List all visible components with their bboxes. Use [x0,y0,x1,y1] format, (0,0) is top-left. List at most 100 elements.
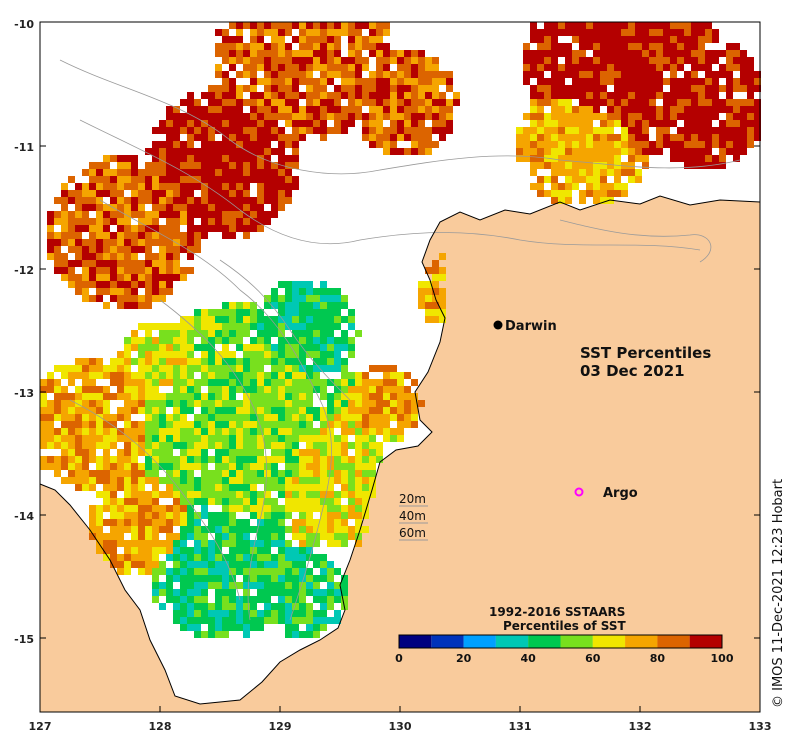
sst-pixel [201,456,208,463]
sst-pixel [180,379,187,386]
sst-pixel [257,372,264,379]
sst-pixel [208,386,215,393]
sst-pixel [292,36,299,43]
sst-pixel [131,561,138,568]
sst-pixel [355,106,362,113]
sst-pixel [47,232,54,239]
sst-pixel [271,379,278,386]
sst-pixel [173,393,180,400]
sst-pixel [110,232,117,239]
sst-pixel [579,29,586,36]
sst-pixel [537,176,544,183]
sst-pixel [348,505,355,512]
sst-pixel [229,316,236,323]
sst-pixel [138,400,145,407]
sst-pixel [740,141,747,148]
sst-pixel [194,568,201,575]
sst-pixel [187,225,194,232]
sst-pixel [173,351,180,358]
sst-pixel [243,428,250,435]
sst-pixel [243,414,250,421]
sst-pixel [145,372,152,379]
sst-pixel [68,267,75,274]
sst-pixel [369,141,376,148]
sst-pixel [257,120,264,127]
sst-pixel [362,435,369,442]
sst-pixel [124,519,131,526]
sst-pixel [124,204,131,211]
sst-pixel [320,435,327,442]
sst-pixel [103,393,110,400]
sst-pixel [292,302,299,309]
sst-pixel [299,407,306,414]
sst-pixel [187,491,194,498]
sst-pixel [208,323,215,330]
legend-tick: 60 [585,652,601,665]
sst-pixel [229,491,236,498]
sst-pixel [355,29,362,36]
sst-pixel [271,295,278,302]
sst-pixel [635,148,642,155]
sst-pixel [194,547,201,554]
sst-pixel [229,169,236,176]
sst-pixel [131,253,138,260]
sst-pixel [558,148,565,155]
sst-pixel [47,246,54,253]
sst-pixel [411,134,418,141]
sst-pixel [250,64,257,71]
sst-pixel [187,351,194,358]
sst-pixel [292,148,299,155]
sst-pixel [145,344,152,351]
sst-pixel [306,631,313,638]
sst-pixel [411,120,418,127]
sst-pixel [236,400,243,407]
sst-pixel [390,92,397,99]
sst-pixel [439,274,446,281]
sst-pixel [376,407,383,414]
sst-pixel [754,127,761,134]
sst-pixel [341,582,348,589]
map-date: 03 Dec 2021 [580,362,685,380]
sst-pixel [565,57,572,64]
sst-pixel [628,120,635,127]
sst-pixel [250,449,257,456]
sst-pixel [334,386,341,393]
sst-pixel [243,365,250,372]
sst-pixel [285,155,292,162]
sst-pixel [278,344,285,351]
sst-pixel [201,435,208,442]
sst-pixel [173,127,180,134]
sst-pixel [292,519,299,526]
sst-pixel [89,428,96,435]
sst-pixel [439,92,446,99]
sst-pixel [355,50,362,57]
sst-pixel [313,582,320,589]
sst-pixel [229,414,236,421]
sst-pixel [299,358,306,365]
sst-pixel [250,428,257,435]
sst-pixel [194,148,201,155]
sst-pixel [47,428,54,435]
sst-pixel [208,316,215,323]
sst-pixel [131,554,138,561]
sst-pixel [103,190,110,197]
sst-pixel [229,323,236,330]
sst-pixel [530,183,537,190]
sst-pixel [257,323,264,330]
sst-pixel [684,113,691,120]
sst-pixel [299,561,306,568]
sst-pixel [215,365,222,372]
sst-pixel [278,554,285,561]
sst-pixel [110,456,117,463]
sst-pixel [68,232,75,239]
sst-pixel [698,43,705,50]
sst-pixel [348,316,355,323]
sst-pixel [236,50,243,57]
sst-pixel [187,337,194,344]
sst-pixel [614,50,621,57]
sst-pixel [173,540,180,547]
sst-pixel [264,428,271,435]
sst-pixel [222,456,229,463]
sst-pixel [187,435,194,442]
sst-pixel [138,442,145,449]
